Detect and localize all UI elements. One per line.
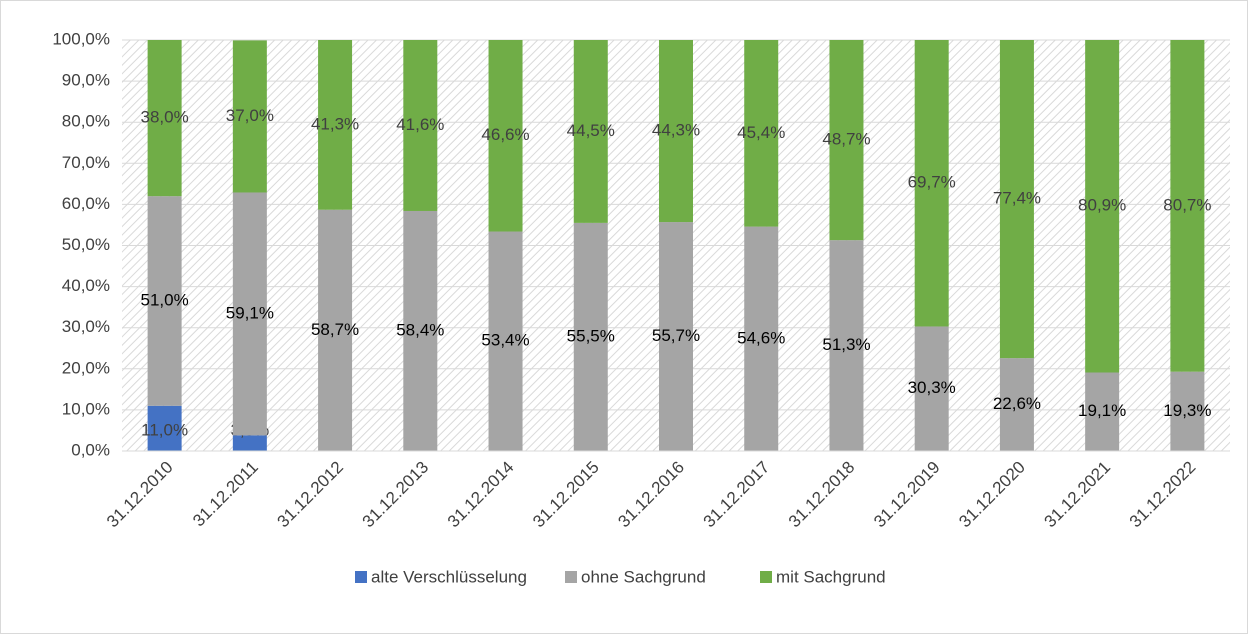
y-tick-label: 70,0% — [62, 153, 110, 172]
legend-swatch — [565, 571, 577, 583]
y-tick-label: 80,0% — [62, 112, 110, 131]
bar-segment — [232, 435, 267, 451]
data-label: 55,5% — [567, 326, 615, 345]
legend-swatch — [355, 571, 367, 583]
data-label: 54,6% — [737, 328, 785, 347]
y-tick-label: 100,0% — [52, 29, 110, 48]
bar-segment — [914, 40, 949, 327]
data-label: 22,6% — [993, 394, 1041, 413]
bar-segment — [232, 192, 267, 436]
bar-segment — [999, 40, 1034, 359]
bar-segment — [573, 222, 608, 451]
y-tick-label: 30,0% — [62, 317, 110, 336]
bar-segment — [1170, 371, 1205, 451]
data-label: 51,3% — [822, 335, 870, 354]
y-tick-label: 90,0% — [62, 71, 110, 90]
data-label: 80,9% — [1078, 196, 1126, 215]
bar-segment — [659, 222, 693, 451]
y-tick-label: 60,0% — [62, 194, 110, 213]
bar-segment — [147, 405, 182, 451]
legend-swatch — [760, 571, 772, 583]
legend-label: mit Sachgrund — [776, 567, 886, 586]
bar-segment — [403, 210, 438, 451]
bar-segment — [829, 240, 864, 451]
legend-label: ohne Sachgrund — [581, 567, 706, 586]
data-label: 19,1% — [1078, 401, 1126, 420]
data-label: 46,6% — [481, 125, 529, 144]
data-label: 45,4% — [737, 123, 785, 142]
bar-segment — [829, 40, 864, 241]
y-tick-label: 0,0% — [71, 440, 110, 459]
data-label: 19,3% — [1163, 401, 1211, 420]
data-label: 41,3% — [311, 114, 359, 133]
data-label: 41,6% — [396, 115, 444, 134]
bar-segment — [232, 40, 267, 193]
bar-segment — [403, 40, 438, 211]
bar-segment — [744, 226, 779, 451]
data-label: 69,7% — [908, 173, 956, 192]
data-label: 55,7% — [652, 326, 700, 345]
data-label: 77,4% — [993, 189, 1041, 208]
data-label: 58,7% — [311, 320, 359, 339]
data-label: 51,0% — [141, 290, 189, 309]
data-label: 53,4% — [481, 331, 529, 350]
data-label: 30,3% — [908, 378, 956, 397]
data-label: 44,3% — [652, 121, 700, 140]
data-label: 58,4% — [396, 320, 444, 339]
bar-segment — [744, 40, 779, 227]
data-label: 80,7% — [1163, 195, 1211, 214]
data-label: 37,0% — [226, 106, 274, 125]
data-label: 38,0% — [141, 108, 189, 127]
y-tick-label: 50,0% — [62, 235, 110, 254]
y-tick-label: 10,0% — [62, 399, 110, 418]
bar-segment — [318, 40, 353, 210]
bar-segment — [147, 196, 182, 406]
legend-label: alte Verschlüsselung — [371, 567, 527, 586]
bar-segment — [488, 231, 523, 451]
data-label: 44,5% — [567, 121, 615, 140]
bar-segment — [999, 358, 1034, 451]
data-label: 48,7% — [822, 130, 870, 149]
bar-segment — [1170, 40, 1205, 372]
bar-segment — [318, 209, 353, 451]
bar-segment — [914, 326, 949, 451]
bar-segment — [488, 40, 523, 232]
bar-segment — [573, 40, 608, 223]
bar-segment — [1085, 40, 1120, 373]
data-label: 11,0% — [141, 420, 188, 439]
data-label: 59,1% — [226, 303, 274, 322]
bar-segment — [659, 40, 693, 223]
bar-segment — [1085, 372, 1120, 451]
bar-segment — [147, 40, 182, 197]
y-tick-label: 40,0% — [62, 276, 110, 295]
y-tick-label: 20,0% — [62, 358, 110, 377]
